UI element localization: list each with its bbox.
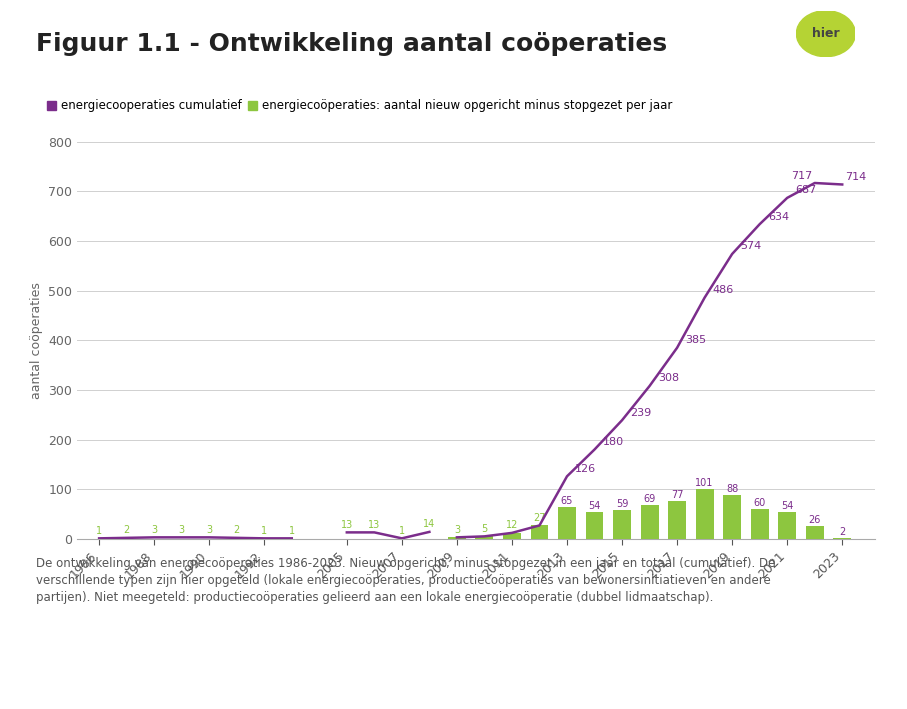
Bar: [834, 538, 851, 539]
Bar: [448, 537, 466, 539]
Bar: [668, 501, 686, 539]
Text: 308: 308: [658, 374, 679, 384]
Text: 27: 27: [533, 513, 546, 523]
Text: 69: 69: [643, 493, 656, 503]
Bar: [640, 505, 658, 539]
Circle shape: [796, 11, 855, 57]
Text: 574: 574: [740, 242, 762, 252]
Text: hier: hier: [812, 27, 840, 40]
Text: 77: 77: [671, 490, 683, 500]
Text: 26: 26: [808, 515, 821, 525]
Text: 13: 13: [341, 520, 353, 530]
Text: 2: 2: [123, 525, 130, 535]
Text: 1: 1: [96, 526, 102, 536]
Text: 717: 717: [791, 170, 812, 181]
Bar: [475, 536, 493, 539]
Text: 12: 12: [506, 520, 518, 530]
Text: 385: 385: [686, 335, 707, 345]
Text: 180: 180: [603, 437, 624, 447]
Bar: [723, 495, 741, 539]
Text: 1: 1: [399, 526, 405, 536]
Text: De ontwikkeling van energiecoöperaties 1986-2023. Nieuw opgericht, minus stopgez: De ontwikkeling van energiecoöperaties 1…: [36, 557, 775, 603]
Text: 3: 3: [206, 525, 212, 535]
Text: 59: 59: [616, 498, 629, 508]
Text: 101: 101: [696, 478, 714, 488]
Bar: [751, 509, 768, 539]
Text: 2: 2: [839, 527, 845, 537]
Text: 2: 2: [234, 525, 239, 535]
Bar: [778, 512, 796, 539]
Bar: [531, 525, 549, 539]
Bar: [586, 512, 603, 539]
Text: 3: 3: [454, 525, 460, 535]
Bar: [696, 489, 714, 539]
Text: 3: 3: [179, 525, 185, 535]
Bar: [503, 533, 521, 539]
Text: 5: 5: [482, 524, 488, 534]
Text: 54: 54: [781, 501, 794, 511]
Text: 60: 60: [754, 498, 766, 508]
Bar: [805, 526, 824, 539]
Y-axis label: aantal coöperaties: aantal coöperaties: [30, 282, 43, 398]
Text: 687: 687: [795, 185, 816, 196]
Text: 714: 714: [845, 172, 866, 182]
Text: 14: 14: [424, 520, 435, 530]
Text: 1: 1: [288, 526, 295, 536]
Bar: [613, 510, 631, 539]
Bar: [558, 506, 576, 539]
Text: 634: 634: [768, 212, 789, 222]
Text: 54: 54: [589, 501, 600, 511]
Text: 88: 88: [726, 484, 738, 494]
Text: 3: 3: [151, 525, 157, 535]
Legend: energiecooperaties cumulatief, energiecoöperaties: aantal nieuw opgericht minus : energiecooperaties cumulatief, energieco…: [43, 94, 677, 117]
Text: 13: 13: [368, 520, 380, 530]
Text: 486: 486: [713, 285, 734, 295]
Text: 126: 126: [575, 464, 597, 474]
Text: 1: 1: [261, 526, 268, 536]
Text: 239: 239: [630, 408, 651, 418]
Text: Figuur 1.1 - Ontwikkeling aantal coöperaties: Figuur 1.1 - Ontwikkeling aantal coöpera…: [36, 32, 668, 56]
Text: 65: 65: [561, 496, 573, 506]
